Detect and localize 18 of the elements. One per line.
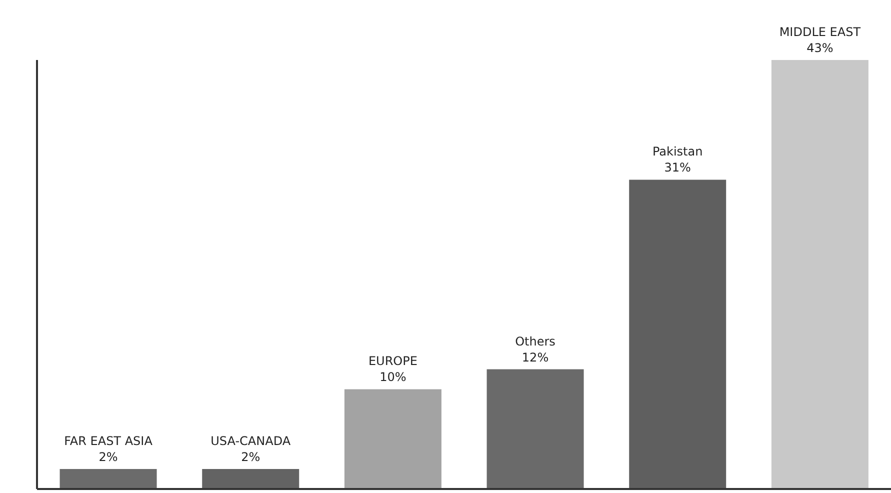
data-label: 2% — [98, 450, 118, 464]
x-tick-label: EUROPE — [368, 354, 418, 368]
bar — [60, 469, 157, 489]
data-label: 2% — [241, 450, 260, 464]
x-tick-label: MIDDLE EAST — [779, 25, 862, 39]
x-tick-label: Others — [515, 334, 556, 348]
bar — [202, 469, 300, 489]
data-label: 10% — [380, 370, 406, 384]
x-tick-label: USA-CANADA — [210, 434, 292, 448]
data-label: 31% — [664, 160, 691, 175]
bar — [771, 60, 868, 489]
data-label: 12% — [522, 350, 549, 364]
bar — [344, 389, 442, 489]
bar — [629, 180, 726, 489]
data-label: 43% — [806, 41, 834, 55]
x-tick-label: FAR EAST ASIA — [64, 434, 154, 448]
bar — [486, 369, 584, 489]
x-tick-label: Pakistan — [652, 144, 703, 159]
